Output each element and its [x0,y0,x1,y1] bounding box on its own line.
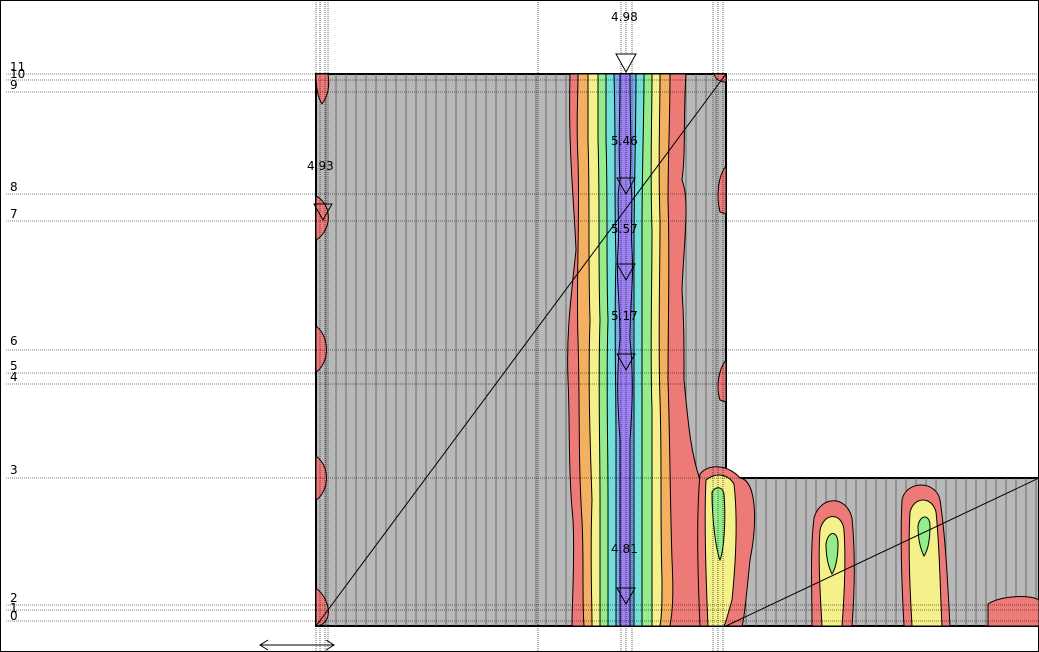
axis-lines [315,0,724,652]
level-label: 3 [10,463,18,477]
marker-triangle-top [615,53,637,74]
contour-island-lower-2-yellow [908,499,943,627]
contour-island-lower-2-green [917,516,931,557]
level-label: 2 [10,591,18,605]
double-arrow-icon [259,639,335,651]
value-label-2: 5.57 [611,222,638,236]
value-label-1: 5.46 [611,134,638,148]
contour-island-left-top [315,73,330,105]
value-label-top: 4.98 [611,10,638,24]
marker-triangle-2 [616,263,636,282]
marker-triangle-left [313,203,333,222]
value-labels: 4.98 5.46 5.57 5.17 4.81 4.93 [307,10,638,556]
marker-triangle-4 [616,587,636,606]
level-label: 1 [10,601,18,615]
level-label: 6 [10,334,18,348]
contour-island-left-3 [315,324,327,373]
load-markers [313,53,637,606]
contour-island-lower-1-green [825,533,839,575]
level-label: 9 [10,78,18,92]
contour-island-lower-3 [987,596,1039,627]
marker-triangle-3 [616,353,636,372]
level-label: 7 [10,207,18,221]
level-label: 11 [10,60,25,74]
level-lines [6,73,1039,622]
contour-island-left-4 [315,454,327,501]
value-label-4: 4.81 [611,542,638,556]
contour-corner-green [711,487,726,562]
marker-triangle-1 [616,177,636,196]
level-label: 0 [10,609,18,623]
level-label: 10 [10,67,25,81]
level-label: 8 [10,180,18,194]
value-label-3: 5.17 [611,309,638,323]
diagonal-lower [725,477,1039,627]
level-label: 5 [10,359,18,373]
level-label: 4 [10,370,18,384]
value-label-left: 4.93 [307,159,334,173]
